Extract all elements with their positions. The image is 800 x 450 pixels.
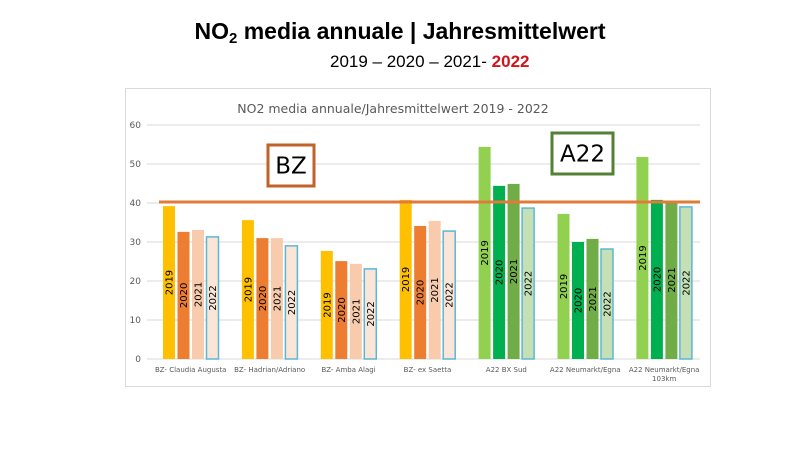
category-label: 103km [652, 375, 676, 383]
annotation-label-bz: BZ [275, 154, 307, 180]
bar-2021 [270, 238, 283, 359]
bar-2022 [284, 245, 299, 360]
bar-2021 [586, 238, 599, 359]
category-label: A22 Neumarkt/Egna [550, 366, 621, 374]
years-plain: 2019 – 2020 – 2021- [330, 52, 492, 71]
annotation-box-bz [266, 143, 316, 188]
bar-2020 [177, 231, 190, 359]
bar-year-label: 2020 [337, 297, 348, 322]
bar-2020 [572, 242, 584, 359]
category-label: BZ- Hadrian/Adriano [234, 366, 305, 374]
bar-year-label: 2019 [638, 245, 649, 270]
bar-year-label: 2021 [272, 286, 283, 311]
bar-2022 [600, 248, 614, 360]
group-annotations: BZ A22 [266, 131, 615, 188]
bar-year-label: 2019 [165, 270, 176, 295]
bar-year-label: 2020 [258, 286, 269, 311]
bar-year-label: 2021 [194, 282, 205, 307]
bar-2019 [557, 213, 570, 359]
category-label: A22 Neumarkt/Egna [629, 366, 700, 374]
bar-2020 [493, 185, 506, 359]
year-range-subtitle: 2019 – 2020 – 2021- 2022 [330, 52, 529, 72]
bar-year-label: 2020 [495, 260, 506, 285]
chart-title: NO2 media annuale/Jahresmittelwert 2019 … [237, 101, 548, 116]
y-tick-label: 20 [130, 277, 142, 287]
year-highlight: 2022 [491, 52, 530, 71]
bar-year-label: 2019 [243, 277, 254, 302]
bar-year-label: 2022 [524, 271, 535, 296]
category-label: BZ- Amba Alagi [321, 366, 375, 374]
bar-year-label: 2021 [667, 267, 678, 292]
bar-2021 [507, 183, 520, 359]
bar-year-label: 2020 [652, 267, 663, 292]
bar-year-label: 2021 [351, 299, 362, 324]
bar-2021 [349, 263, 362, 359]
bar-year-label: 2022 [681, 270, 692, 295]
bar-year-label: 2022 [603, 291, 614, 316]
y-tick-label: 0 [135, 355, 141, 365]
bar-2022 [679, 206, 693, 360]
bar-2020 [256, 238, 269, 359]
y-tick-label: 10 [130, 316, 142, 326]
title-subscript: 2 [228, 30, 238, 47]
title-prefix: NO [194, 18, 229, 44]
bar-year-label: 2019 [401, 267, 412, 292]
y-tick-label: 50 [130, 160, 142, 170]
bar-2019 [320, 250, 333, 359]
bar-year-label: 2022 [445, 282, 456, 307]
bar-year-label: 2020 [416, 280, 427, 305]
annotation-box-a22 [550, 131, 615, 176]
bar-year-label: 2019 [559, 274, 570, 299]
bar-2021 [665, 201, 678, 359]
bar-2020 [335, 261, 348, 359]
y-axis-ticks: 0 10 20 30 40 50 60 [130, 121, 142, 365]
bar-2020 [414, 226, 427, 359]
y-tick-label: 40 [130, 199, 142, 209]
bar-year-label: 2020 [179, 283, 190, 308]
category-label: A22 BX Sud [486, 366, 527, 374]
bar-2019 [399, 199, 412, 359]
bar-2021 [428, 220, 441, 359]
bar-2019 [478, 146, 491, 359]
bar-year-label: 2021 [430, 277, 441, 302]
bar-year-label: 2022 [287, 290, 298, 315]
bar-2021 [192, 229, 204, 359]
bar-year-label: 2022 [208, 285, 219, 310]
bar-2022 [442, 230, 456, 360]
bar-2022 [205, 236, 220, 360]
bar-2022 [521, 207, 535, 360]
bar-year-label: 2020 [574, 288, 585, 313]
bar-year-label: 2022 [366, 301, 377, 326]
y-tick-label: 30 [130, 238, 142, 248]
bar-2019 [636, 156, 649, 359]
category-label: BZ- ex Saetta [404, 366, 452, 374]
bar-2020 [650, 199, 663, 359]
category-labels: BZ- Claudia Augusta BZ- Hadrian/Adriano BZ… [155, 366, 699, 383]
bar-year-label: 2019 [480, 240, 491, 265]
annotation-label-a22: A22 [560, 142, 605, 168]
bar-year-label: 2021 [588, 286, 599, 311]
bar-2022 [363, 268, 378, 360]
category-label: BZ- Claudia Augusta [155, 366, 226, 374]
bar-year-label: 2019 [322, 292, 333, 317]
bar-2019 [241, 220, 254, 359]
bar-2019 [163, 206, 175, 359]
y-tick-label: 60 [130, 121, 142, 131]
page-title: NO2 media annuale | Jahresmittelwert [0, 18, 800, 47]
title-suffix: media annuale | Jahresmittelwert [237, 18, 606, 44]
bars [163, 146, 693, 360]
bar-year-label: 2021 [509, 259, 520, 284]
